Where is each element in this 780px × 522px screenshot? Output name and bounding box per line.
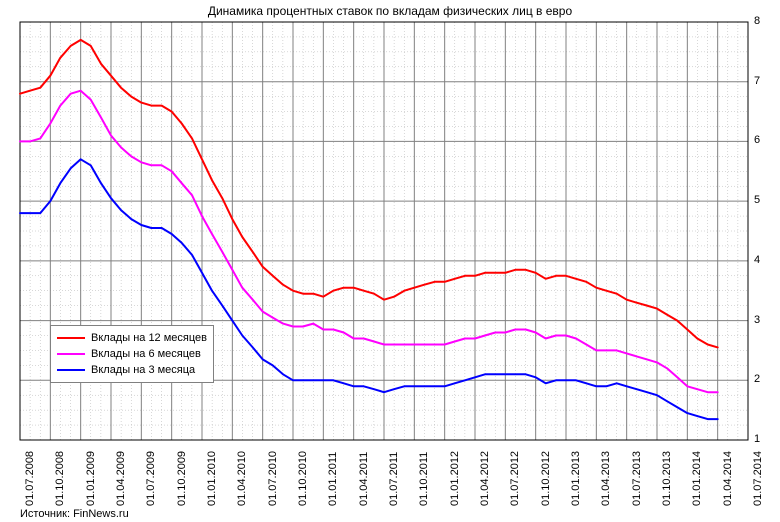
x-tick-label: 01.01.2013: [570, 451, 582, 506]
y-tick-label: 8: [754, 15, 760, 27]
x-tick-label: 01.07.2013: [631, 451, 643, 506]
x-tick-label: 01.07.2012: [509, 451, 521, 506]
y-tick-label: 6: [754, 134, 760, 146]
legend-label: Вклады на 3 месяца: [91, 364, 195, 376]
y-tick-label: 3: [754, 314, 760, 326]
x-tick-label: 01.04.2014: [722, 451, 734, 506]
x-tick-label: 01.01.2009: [85, 451, 97, 506]
legend-line-swatch: [57, 337, 85, 339]
source-label: Источник: FinNews.ru: [20, 508, 129, 520]
x-tick-label: 01.10.2012: [540, 451, 552, 506]
x-tick-label: 01.04.2011: [358, 452, 370, 506]
x-tick-label: 01.04.2010: [236, 451, 248, 506]
x-tick-label: 01.10.2011: [418, 452, 430, 506]
x-tick-label: 01.07.2010: [267, 451, 279, 506]
legend-line-swatch: [57, 369, 85, 371]
y-tick-label: 2: [754, 373, 760, 385]
legend-line-swatch: [57, 353, 85, 355]
x-tick-label: 01.10.2013: [661, 451, 673, 506]
legend-box: Вклады на 12 месяцев Вклады на 6 месяцев В…: [50, 325, 214, 383]
x-tick-label: 01.10.2009: [176, 451, 188, 506]
x-tick-label: 01.10.2008: [54, 451, 66, 506]
x-tick-label: 01.07.2014: [752, 451, 764, 506]
axis-labels-layer: 1 2 3 4 5 6 7 8 01.07.2008 01.10.2008 01.01.2009 01…: [0, 0, 780, 522]
x-tick-label: 01.01.2011: [327, 452, 339, 506]
x-tick-label: 01.01.2010: [206, 451, 218, 506]
x-tick-label: 01.01.2014: [691, 451, 703, 506]
legend-item: Вклады на 6 месяцев: [57, 346, 207, 362]
x-tick-label: 01.07.2008: [24, 451, 36, 506]
interest-rate-chart: Динамика процентных ставок по вкладам фи…: [0, 0, 780, 522]
y-tick-label: 7: [754, 75, 760, 87]
legend-label: Вклады на 6 месяцев: [91, 348, 201, 360]
x-tick-label: 01.07.2009: [145, 451, 157, 506]
x-tick-label: 01.10.2010: [297, 451, 309, 506]
x-tick-label: 01.04.2013: [600, 451, 612, 506]
legend-item: Вклады на 3 месяца: [57, 362, 207, 378]
y-tick-label: 1: [754, 433, 760, 445]
x-tick-label: 01.04.2009: [115, 451, 127, 506]
x-tick-label: 01.07.2011: [388, 452, 400, 506]
legend-item: Вклады на 12 месяцев: [57, 330, 207, 346]
y-tick-label: 4: [754, 254, 760, 266]
y-tick-label: 5: [754, 194, 760, 206]
x-tick-label: 01.01.2012: [449, 451, 461, 506]
x-tick-label: 01.04.2012: [479, 451, 491, 506]
legend-label: Вклады на 12 месяцев: [91, 332, 207, 344]
